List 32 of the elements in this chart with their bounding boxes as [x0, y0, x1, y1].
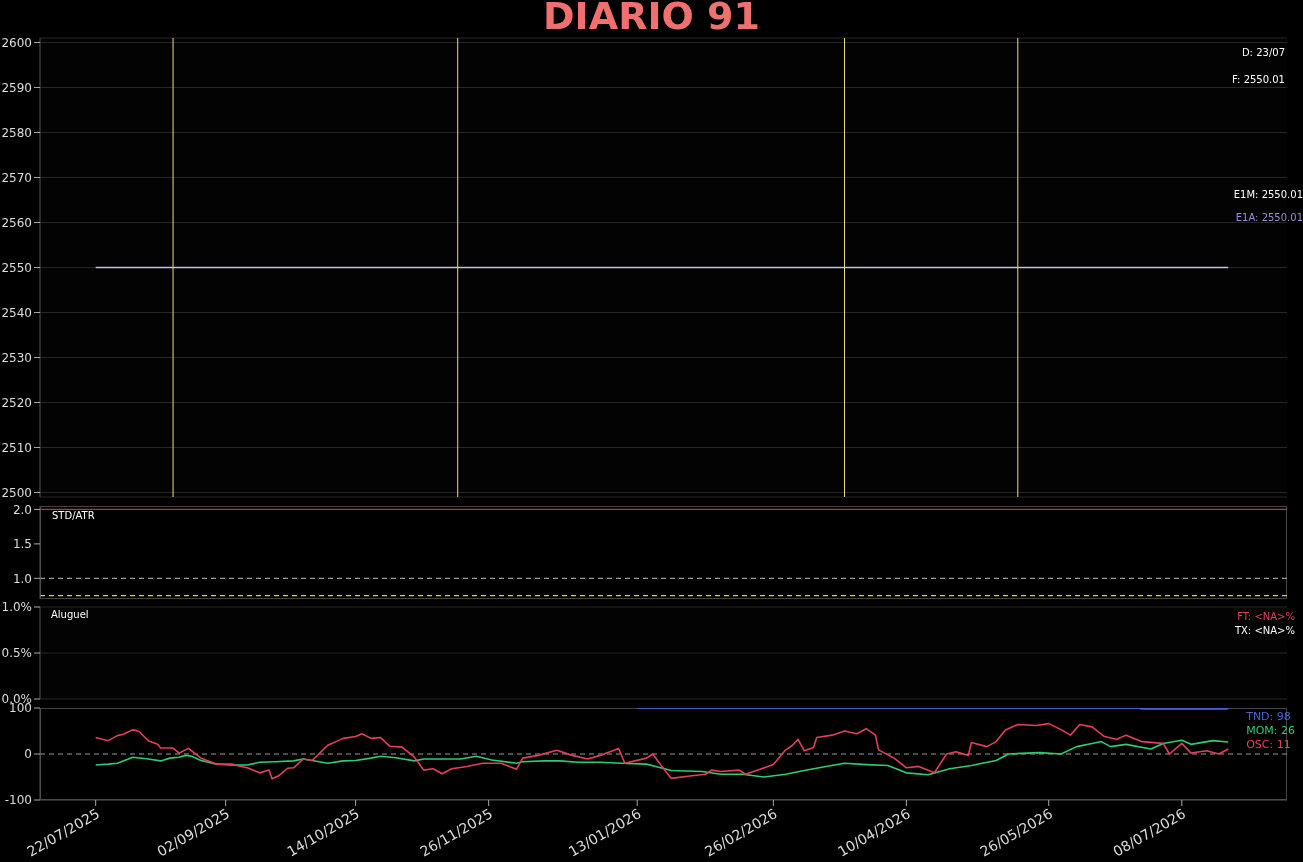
y-tick-label: -100: [4, 793, 32, 808]
y-tick-label: 2540: [1, 305, 32, 320]
y-tick-label: 2510: [1, 440, 32, 455]
y-tick-label: 2590: [1, 80, 32, 95]
line-series: [94, 739, 1230, 778]
y-tick-label: 1.5: [12, 537, 32, 552]
annotation: STD/ATR: [52, 510, 95, 521]
annotation: F: 2550.01: [1232, 74, 1285, 85]
y-tick-label: 2.0: [12, 502, 32, 517]
annotation: E1M: 2550.01: [1233, 189, 1303, 200]
y-tick-label: 1.0: [12, 571, 32, 586]
annotation: E1A: 2550.01: [1235, 212, 1303, 223]
y-tick-label: 1.0%: [1, 600, 32, 615]
series-label: TND: 98: [1246, 710, 1292, 724]
annotation: TX: <NA>%: [1234, 625, 1295, 636]
series-label: MOM: 26: [1246, 724, 1295, 738]
y-tick-label: 2530: [1, 350, 32, 365]
annotation: D: 23/07: [1241, 47, 1285, 58]
chart-title: DIARIO 91: [543, 0, 760, 38]
y-tick-label: 0.5%: [1, 646, 32, 661]
y-tick-label: 0: [24, 747, 32, 762]
annotation: Aluguel: [51, 609, 89, 620]
y-tick-label: 2560: [1, 215, 32, 230]
y-tick-label: 2500: [1, 485, 32, 500]
series-label: OSC: 11: [1246, 738, 1292, 752]
line-series: [94, 722, 1230, 780]
y-tick-label: 2520: [1, 395, 32, 410]
annotation: FT: <NA>%: [1237, 611, 1295, 622]
y-tick-label: 2550: [1, 260, 32, 275]
y-tick-label: 2580: [1, 125, 32, 140]
y-tick-label: 2570: [1, 170, 32, 185]
y-tick-label: 2600: [1, 35, 32, 50]
